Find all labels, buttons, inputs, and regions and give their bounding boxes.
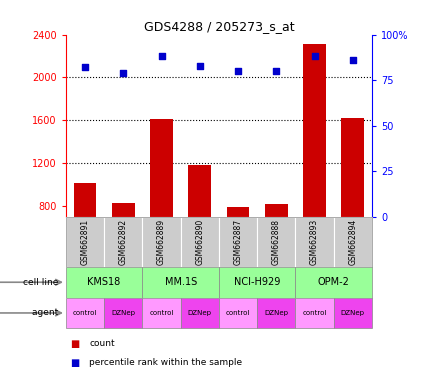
Point bbox=[235, 68, 241, 74]
Bar bbox=[219, 267, 295, 298]
Bar bbox=[66, 298, 104, 328]
Text: ■: ■ bbox=[70, 339, 79, 349]
Text: control: control bbox=[73, 310, 97, 316]
Point bbox=[196, 63, 203, 69]
Text: OPM-2: OPM-2 bbox=[317, 277, 349, 287]
Bar bbox=[303, 44, 326, 292]
Point bbox=[349, 57, 356, 63]
Text: GSM662887: GSM662887 bbox=[233, 219, 243, 265]
Point bbox=[158, 53, 165, 60]
Bar bbox=[104, 298, 142, 328]
Text: GSM662894: GSM662894 bbox=[348, 219, 357, 265]
Bar bbox=[150, 119, 173, 292]
Text: KMS18: KMS18 bbox=[88, 277, 121, 287]
Bar bbox=[341, 118, 364, 292]
Bar bbox=[142, 217, 181, 267]
Point bbox=[273, 68, 280, 74]
Bar bbox=[104, 217, 142, 267]
Point bbox=[311, 53, 318, 60]
Bar bbox=[334, 217, 372, 267]
Text: count: count bbox=[89, 339, 115, 348]
Text: NCI-H929: NCI-H929 bbox=[234, 277, 280, 287]
Text: GSM662892: GSM662892 bbox=[119, 219, 128, 265]
Bar bbox=[219, 217, 257, 267]
Text: control: control bbox=[226, 310, 250, 316]
Title: GDS4288 / 205273_s_at: GDS4288 / 205273_s_at bbox=[144, 20, 294, 33]
Text: DZNep: DZNep bbox=[264, 310, 288, 316]
Text: GSM662889: GSM662889 bbox=[157, 219, 166, 265]
Bar bbox=[295, 267, 372, 298]
Text: GSM662890: GSM662890 bbox=[195, 219, 204, 265]
Bar bbox=[257, 298, 295, 328]
Bar bbox=[227, 207, 249, 292]
Text: control: control bbox=[149, 310, 174, 316]
Bar bbox=[74, 183, 96, 292]
Bar bbox=[142, 298, 181, 328]
Text: agent: agent bbox=[32, 308, 62, 318]
Bar bbox=[66, 217, 104, 267]
Text: cell line: cell line bbox=[23, 278, 62, 287]
Text: MM.1S: MM.1S bbox=[164, 277, 197, 287]
Point bbox=[120, 70, 127, 76]
Bar bbox=[219, 298, 257, 328]
Text: GSM662888: GSM662888 bbox=[272, 219, 281, 265]
Bar bbox=[334, 298, 372, 328]
Bar bbox=[66, 267, 142, 298]
Text: percentile rank within the sample: percentile rank within the sample bbox=[89, 358, 242, 367]
Text: DZNep: DZNep bbox=[111, 310, 135, 316]
Bar bbox=[257, 217, 295, 267]
Bar bbox=[112, 203, 135, 292]
Bar bbox=[181, 298, 219, 328]
Point bbox=[82, 65, 88, 71]
Bar bbox=[188, 165, 211, 292]
Bar bbox=[265, 204, 288, 292]
Text: control: control bbox=[302, 310, 327, 316]
Text: GSM662893: GSM662893 bbox=[310, 219, 319, 265]
Bar bbox=[142, 267, 219, 298]
Text: DZNep: DZNep bbox=[341, 310, 365, 316]
Text: GSM662891: GSM662891 bbox=[80, 219, 90, 265]
Text: ■: ■ bbox=[70, 358, 79, 368]
Bar bbox=[181, 217, 219, 267]
Bar bbox=[295, 217, 334, 267]
Bar bbox=[295, 298, 334, 328]
Text: DZNep: DZNep bbox=[188, 310, 212, 316]
